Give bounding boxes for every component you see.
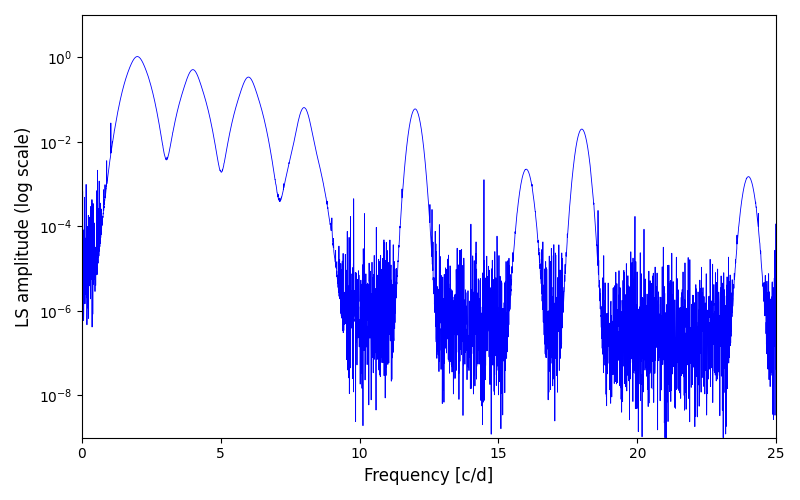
Y-axis label: LS amplitude (log scale): LS amplitude (log scale) [15, 126, 33, 326]
X-axis label: Frequency [c/d]: Frequency [c/d] [364, 467, 494, 485]
